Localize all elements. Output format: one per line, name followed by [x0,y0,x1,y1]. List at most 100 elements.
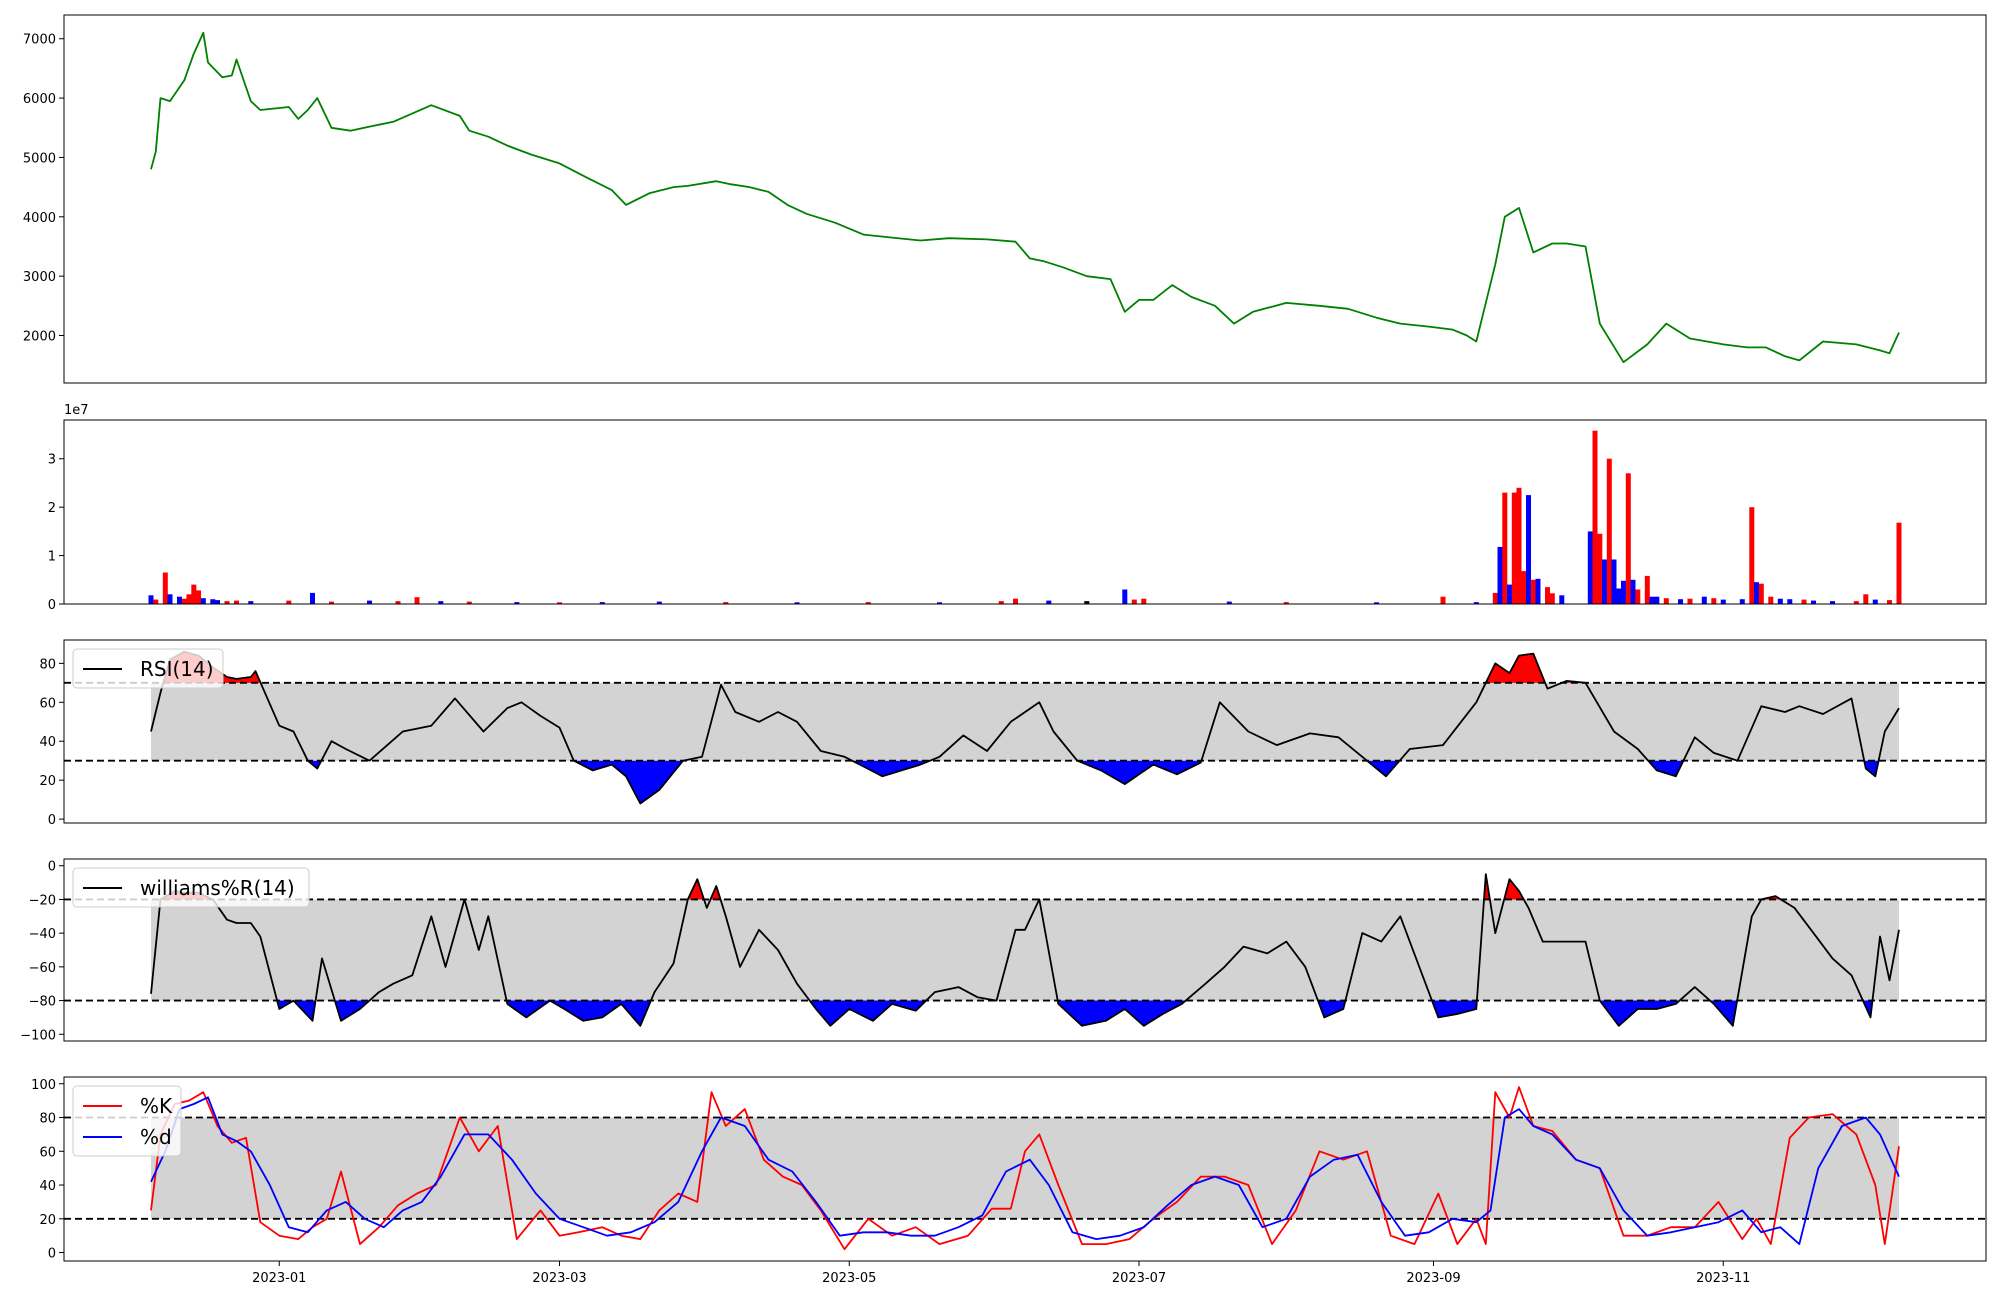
rsi-line [150,650,1900,805]
oversold-fill [277,1000,316,1021]
volume-bar [1887,600,1892,604]
x-tick-label: 2023-03 [532,1271,586,1286]
volume-bar [1758,583,1764,604]
legend-label: %K [140,1094,173,1118]
volume-bar [599,602,605,604]
volume-bar [1644,575,1650,604]
volume-bar [557,602,562,604]
volume-bar [1663,598,1669,604]
volume-bar [200,598,206,604]
volume-bar [1013,598,1018,604]
volume-bar [514,602,520,604]
x-tick-label: 2023-09 [1406,1271,1460,1286]
volume-bar [998,601,1004,604]
legend: %K %d [72,1085,182,1157]
volume-bar [1502,492,1508,604]
oversold-fill [334,1000,370,1021]
volume-bar [1440,596,1446,604]
volume-bar [1630,579,1636,604]
y-tick-label: 0 [48,1247,56,1262]
volume-bar [1526,495,1531,604]
volume-bar [937,602,942,604]
panel-frame [63,14,1987,384]
volume-bar [414,597,420,604]
oversold-fill [852,760,930,777]
oversold-fill [1077,760,1202,785]
volume-bar [1863,594,1869,604]
volume-bar [210,599,216,604]
panel-frame [63,419,1987,605]
volume-bar [1046,600,1052,604]
y-tick-label: 60 [39,696,56,711]
volume-bar [1739,599,1745,604]
volume-bar [1122,589,1128,604]
overbought-fill [1485,653,1546,683]
volume-bar [1635,589,1641,604]
offset-text: 1e7 [64,403,89,418]
volume-bar [191,584,197,604]
d-line [150,1096,1900,1245]
band-area [151,1117,1899,1219]
y-tick-label: 0 [48,813,56,828]
legend-label: %d [140,1125,172,1149]
legend-label: williams%R(14) [140,876,295,900]
volume-bar [1516,487,1522,604]
volume-bar [1830,601,1835,604]
band-area [151,899,1899,1001]
volume-bar [1687,598,1693,604]
volume-bar [186,594,192,604]
volume-bar [234,600,239,604]
legend-box [72,648,224,689]
volume-bar [1545,587,1550,604]
volume-bar [1606,458,1612,604]
y-tick-label: −60 [29,961,56,976]
volume-bar [1711,598,1717,604]
volume-bar [1131,599,1137,604]
panel-frame [63,1076,1987,1262]
y-tick-label: 4000 [23,211,56,226]
volume-bar [1602,559,1607,604]
volume-bar [1801,599,1807,604]
volume-bar [153,599,159,604]
y-tick-label: 80 [39,657,56,672]
x-tick-label: 2023-01 [252,1271,306,1286]
volume-bar [1530,579,1536,604]
volume-bar [286,600,292,604]
y-tick-label: −100 [20,1028,56,1043]
volume-bar [1701,596,1707,604]
price-line [150,31,1900,364]
volume-bar [1616,588,1622,604]
oversold-fill [573,760,683,804]
volume-bar [1559,595,1565,604]
volume-bars [148,430,1902,604]
oversold-fill [1599,1000,1680,1026]
volume-bar [1654,596,1660,604]
volume-bar [1811,600,1816,604]
y-tick-label: 6000 [23,92,56,107]
volume-bar [177,596,182,604]
volume-bar [794,602,800,604]
panel-frame [63,639,1987,824]
overbought-fill [687,879,704,900]
volume-bar [1587,531,1593,604]
volume-bar [466,601,472,604]
oversold-fill [1431,1000,1477,1018]
volume-bar [1549,593,1555,604]
volume-bar [1853,601,1859,604]
volume-bar [1754,582,1759,604]
y-tick-label: 40 [39,1179,56,1194]
y-tick-label: 0 [48,860,56,875]
y-tick-label: 1 [48,550,56,565]
y-tick-label: 100 [31,1078,56,1093]
volume-bar [1678,599,1683,604]
volume-bar [1535,578,1541,604]
volume-bar [1084,601,1090,604]
volume-bar [1511,492,1517,604]
volume-bar [248,601,254,604]
volume-bar [438,601,444,604]
volume-bar [1720,599,1726,604]
y-tick-label: 5000 [23,151,56,166]
legend-box [72,867,310,908]
y-tick-label: 40 [39,735,56,750]
x-tick-label: 2023-07 [1112,1271,1166,1286]
